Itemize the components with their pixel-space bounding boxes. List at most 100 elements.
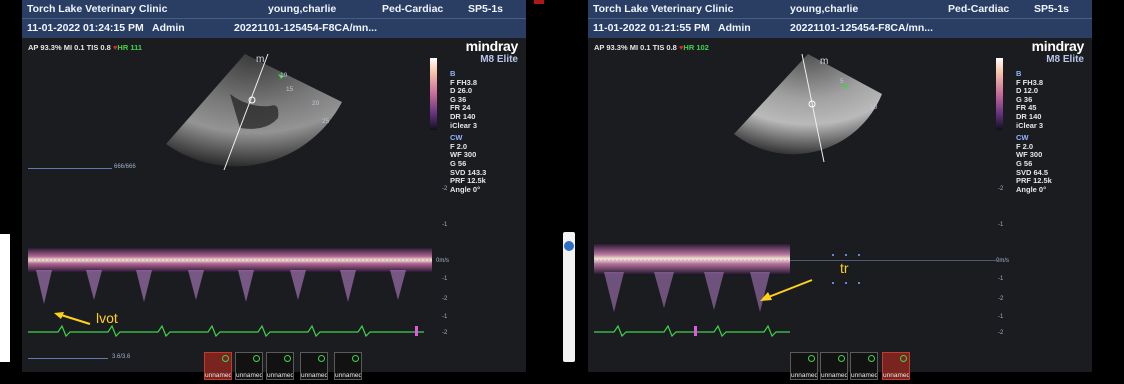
thumbnail[interactable]: unnamed: [820, 352, 848, 380]
b-param: F FH3.8: [450, 77, 478, 87]
thumbnail[interactable]: unnamed: [334, 352, 362, 380]
thumbnail-label: unnamed: [883, 372, 910, 379]
speed-scale-label: -1: [998, 314, 1004, 320]
header-bar: Torch Lake Veterinary Clinic young,charl…: [22, 0, 526, 38]
scroll-knob[interactable]: [564, 241, 574, 251]
thumbnail-indicator: [808, 355, 815, 362]
cw-param: F 2.0: [1016, 141, 1034, 151]
cw-param: PRF 12.5k: [1016, 176, 1052, 186]
svg-text:m: m: [820, 56, 828, 67]
exam-datetime: 11-01-2022 01:24:15 PM: [27, 22, 144, 34]
patient-name: young,charlie: [268, 3, 337, 15]
cw-param: WF 300: [450, 150, 477, 160]
thumbnail-label: unnamed: [335, 372, 362, 379]
speed-scale-label: 0m/s: [996, 258, 1010, 264]
arrow-icon: [760, 279, 813, 301]
annotation-tr[interactable]: tr: [840, 260, 849, 276]
thumbnail[interactable]: unnamed: [204, 352, 232, 380]
cw-doppler-spectrum[interactable]: [594, 228, 790, 318]
cw-doppler-spectrum[interactable]: [28, 230, 432, 310]
ultrasound-panel-right[interactable]: Torch Lake Veterinary Clinic young,charl…: [588, 0, 1092, 372]
header-divider: [588, 18, 1092, 19]
b-param: G 36: [450, 94, 467, 104]
cw-mode-title: CW: [450, 133, 463, 143]
probe-name: SP5-1s: [468, 3, 504, 15]
header-bar: Torch Lake Veterinary Clinic young,charl…: [588, 0, 1092, 38]
device-model: M8 Elite: [480, 54, 518, 65]
patient-name: young,charlie: [790, 3, 859, 15]
ap-value: AP 93.3%: [594, 43, 628, 52]
cw-param: Angle 0°: [450, 184, 481, 194]
exam-type: Ped-Cardiac: [382, 3, 444, 15]
color-scale-bar: [996, 58, 1003, 130]
b-mode-sector-image[interactable]: m: [728, 50, 888, 162]
top-red-indicator: [534, 0, 544, 4]
cw-mode-title: CW: [1016, 133, 1029, 143]
speed-scale-label: -2: [998, 296, 1004, 302]
speed-scale-label: -2: [442, 186, 448, 192]
cw-param: G 56: [450, 158, 467, 168]
gate-readout: 666/666: [114, 164, 136, 170]
imaging-parameters: B F FH3.8 D 12.0 G 36 FR 45 DR 140 iClea…: [1016, 69, 1052, 194]
svg-text:m: m: [256, 54, 264, 65]
speed-scale-label: 0m/s: [436, 258, 450, 264]
b-param: G 36: [1016, 94, 1033, 104]
thumbnail-label: unnamed: [205, 372, 232, 379]
b-param: D 12.0: [1016, 86, 1039, 96]
b-param: FR 24: [450, 103, 471, 113]
heart-rate: HR 102: [683, 43, 709, 52]
thumbnail[interactable]: unnamed: [266, 352, 294, 380]
thumbnail-indicator: [868, 355, 875, 362]
color-scale-bar: [430, 58, 437, 130]
operator: Admin: [152, 22, 185, 34]
b-param: FR 45: [1016, 103, 1037, 113]
thumbnail[interactable]: unnamed: [790, 352, 818, 380]
ultrasound-panel-left[interactable]: Torch Lake Veterinary Clinic young,charl…: [22, 0, 526, 372]
depth-label: 15: [286, 86, 294, 93]
speed-scale-label: -1: [442, 276, 448, 282]
heart-icon: ♥: [678, 43, 684, 52]
zero-baseline: [790, 260, 998, 261]
mi-value: MI 0.1: [629, 43, 651, 52]
imaging-parameters: B F FH3.8 D 26.0 G 36 FR 24 DR 140 iClea…: [450, 69, 487, 194]
study-id: 20221101-125454-F8CA/mn...: [790, 22, 934, 34]
thumbnail[interactable]: unnamed: [882, 352, 910, 380]
ap-value: AP 93.3%: [28, 43, 62, 52]
thumbnail-label: unnamed: [851, 372, 878, 379]
b-param: DR 140: [1016, 111, 1042, 121]
window-scrollbar[interactable]: [563, 232, 575, 362]
b-mode-sector-image[interactable]: m: [160, 48, 350, 170]
speed-scale-label: -2: [998, 186, 1004, 192]
tis-value: TIS 0.8: [652, 43, 677, 52]
heart-rate: HR 111: [117, 43, 143, 52]
cw-param: SVD 64.5: [1016, 167, 1049, 177]
thumbnail-indicator: [838, 355, 845, 362]
speed-scale-label: -1: [998, 276, 1004, 282]
clinic-name: Torch Lake Veterinary Clinic: [27, 3, 168, 15]
cw-param: SVD 143.3: [450, 167, 487, 177]
thumbnail-indicator: [352, 355, 359, 362]
speed-scale-label: -2: [442, 330, 448, 336]
b-mode-title: B: [450, 69, 456, 78]
cw-param: G 56: [1016, 158, 1033, 168]
b-param: D 26.0: [450, 86, 473, 96]
thumbnail[interactable]: unnamed: [235, 352, 263, 380]
timeline-readout: 3.6/3.6: [112, 354, 131, 360]
speed-scale-label: -1: [998, 222, 1004, 228]
thumbnail[interactable]: unnamed: [850, 352, 878, 380]
thumbnail-label: unnamed: [821, 372, 848, 379]
cw-param: PRF 12.5k: [450, 176, 486, 186]
cw-gate-line: [28, 168, 112, 169]
thumbnail-label: unnamed: [267, 372, 294, 379]
annotation-lvot[interactable]: lvot: [96, 310, 118, 326]
b-param: iClear 3: [1016, 120, 1044, 130]
device-model: M8 Elite: [1046, 54, 1084, 65]
operator: Admin: [718, 22, 751, 34]
probe-name: SP5-1s: [1034, 3, 1070, 15]
ecg-trace: [594, 324, 790, 338]
cw-param: Angle 0°: [1016, 184, 1047, 194]
left-edge-window: [0, 234, 10, 362]
timeline-bar[interactable]: [28, 358, 108, 359]
thumbnail[interactable]: unnamed: [300, 352, 328, 380]
brand-logo: mindray: [1031, 38, 1085, 54]
